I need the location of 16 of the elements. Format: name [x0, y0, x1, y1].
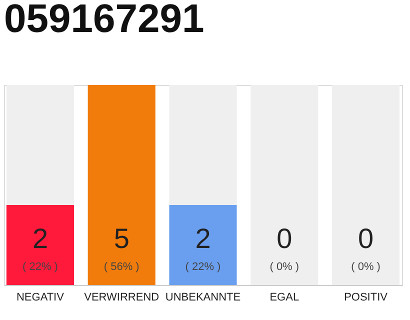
- data-label: 2: [32, 223, 48, 254]
- annotation: 0: [276, 223, 292, 254]
- annotation: ( 0% ): [351, 261, 380, 273]
- x-tick-label: EGAL: [270, 292, 300, 304]
- x-tick-label: NEGATIV: [16, 292, 65, 304]
- annotation: 0: [358, 223, 374, 254]
- data-label: 5: [114, 223, 130, 254]
- x-tick-label: POSITIV: [344, 292, 388, 304]
- x-tick-label: VERWIRREND: [84, 292, 160, 304]
- annotation: ( 22% ): [22, 261, 58, 273]
- annotation: ( 0% ): [270, 261, 300, 273]
- x-tick-label: UNBEKANNTE: [165, 292, 241, 304]
- data-label: 2: [195, 223, 211, 254]
- annotation: ( 56% ): [104, 261, 140, 273]
- chart-title: 059167291: [4, 0, 204, 41]
- annotation: ( 22% ): [185, 261, 221, 273]
